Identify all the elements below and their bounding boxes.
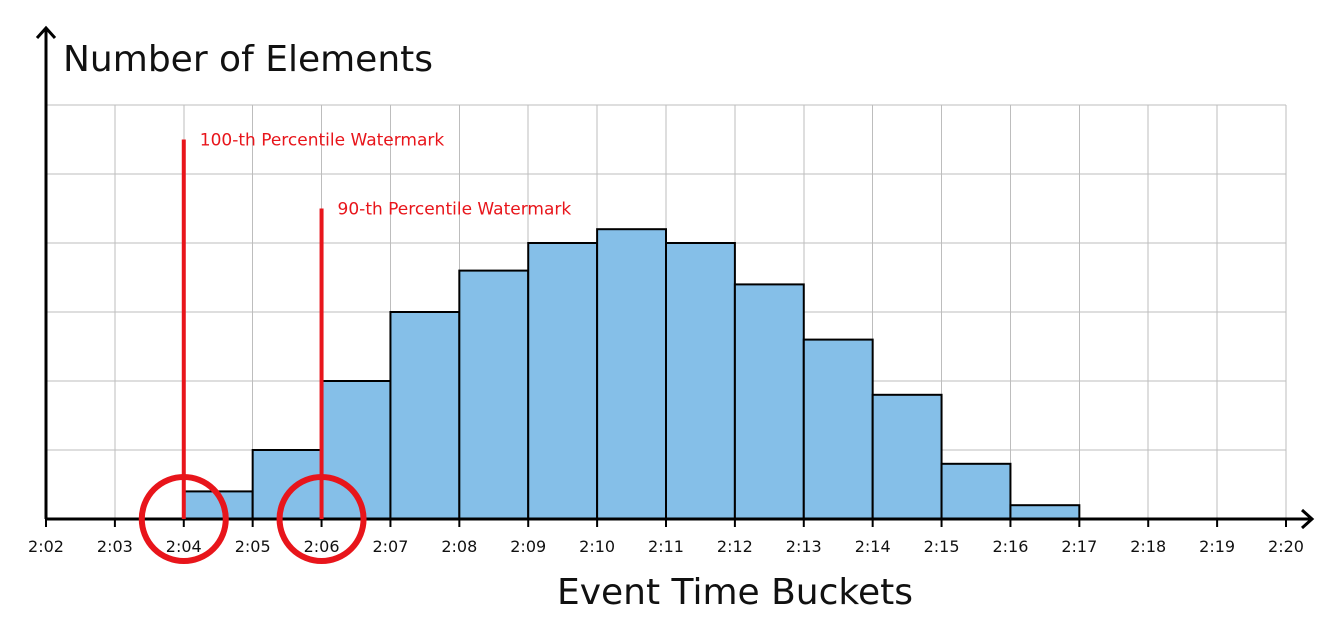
bars	[182, 228, 1081, 521]
y-axis-arrowhead	[35, 25, 57, 40]
x-tick-label: 2:08	[441, 537, 477, 556]
x-tick-label: 2:05	[235, 537, 271, 556]
x-tick-label: 2:13	[786, 537, 822, 556]
x-tick-label: 2:19	[1199, 537, 1235, 556]
x-tick-label: 2:06	[304, 537, 340, 556]
histogram-bar	[802, 338, 874, 520]
histogram-bar	[458, 269, 530, 520]
histogram-bar	[596, 228, 667, 520]
histogram-bar	[871, 393, 943, 520]
watermark-circle	[276, 474, 367, 564]
histogram-bar	[1009, 504, 1081, 521]
axes	[35, 25, 1315, 530]
watermark-circle	[138, 474, 229, 564]
watermark-annotations: 100-th Percentile Watermark 90-th Percent…	[138, 131, 572, 564]
histogram-bar	[251, 449, 323, 520]
x-tick-label: 2:04	[166, 537, 202, 556]
x-tick-label: 2:12	[717, 537, 753, 556]
x-tick-label: 2:10	[579, 537, 615, 556]
x-tick-label: 2:07	[372, 537, 408, 556]
x-tick-label: 2:14	[855, 537, 891, 556]
x-tick-label: 2:18	[1130, 537, 1166, 556]
histogram-bar	[665, 242, 736, 520]
histogram-bar	[389, 311, 461, 520]
x-tick-label: 2:11	[648, 537, 684, 556]
histogram-bar	[940, 462, 1012, 520]
watermark-label: 90-th Percentile Watermark	[338, 200, 572, 220]
x-tick-label: 2:09	[510, 537, 546, 556]
x-tick-label: 2:02	[28, 537, 64, 556]
x-ticks: 2:02 2:03 2:04 2:05 2:06 2:07 2:08 2:09 2:10 2:11…	[28, 519, 1304, 556]
histogram-bar	[527, 242, 599, 520]
x-tick-label: 2:17	[1061, 537, 1097, 556]
x-tick-label: 2:16	[992, 537, 1028, 556]
x-axis-title: Event Time Buckets	[557, 572, 913, 613]
y-axis-title: Number of Elements	[63, 39, 433, 80]
x-axis-arrowhead	[1300, 508, 1315, 530]
watermark-label: 100-th Percentile Watermark	[200, 131, 445, 151]
x-tick-label: 2:20	[1268, 537, 1304, 556]
histogram-bar	[733, 283, 805, 520]
x-tick-label: 2:15	[924, 537, 960, 556]
x-tick-label: 2:03	[97, 537, 133, 556]
